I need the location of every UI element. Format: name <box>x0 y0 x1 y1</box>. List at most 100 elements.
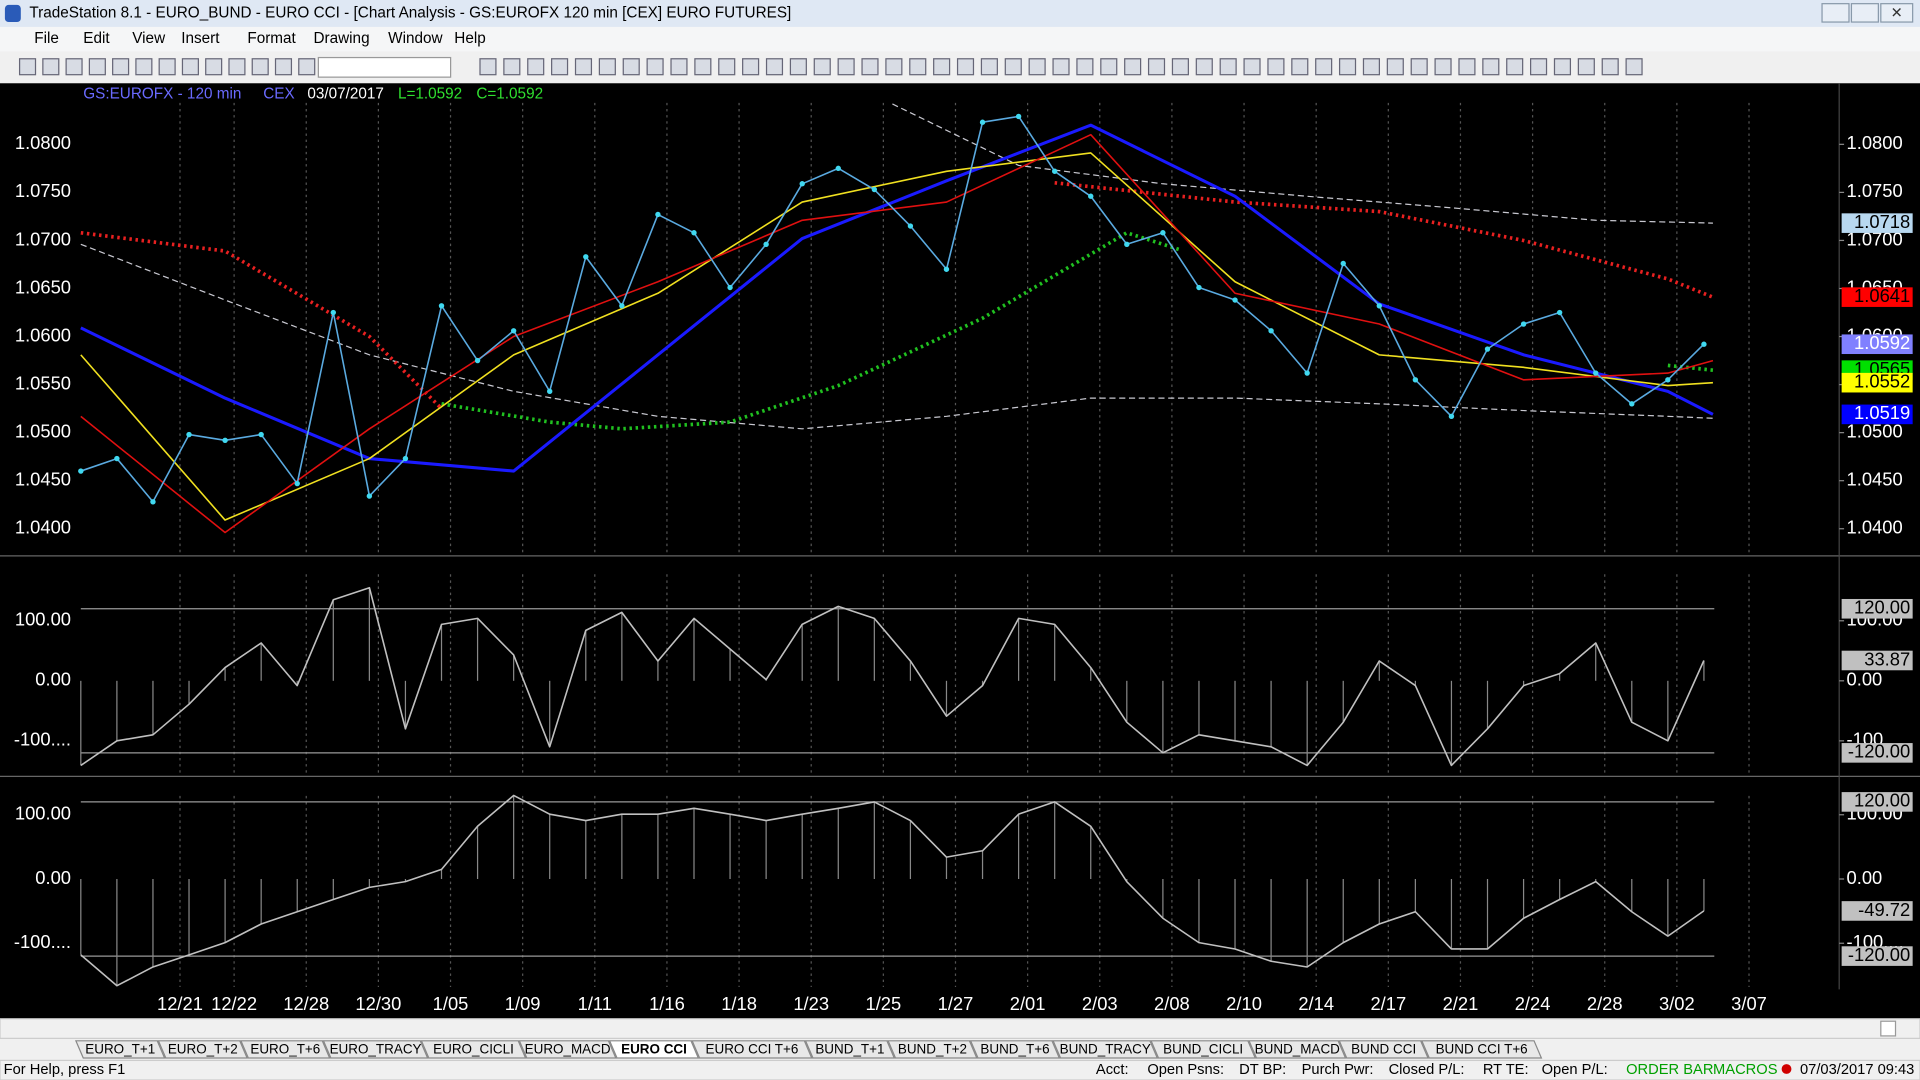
tool-icon[interactable] <box>574 58 593 76</box>
tab-label[interactable]: EURO_T+6 <box>250 1042 320 1057</box>
tool-icon[interactable] <box>1577 58 1595 76</box>
tool-icon[interactable] <box>228 58 246 76</box>
tool-icon[interactable] <box>1076 58 1094 76</box>
tab[interactable] <box>240 1040 331 1059</box>
tool-icon[interactable] <box>1601 58 1619 76</box>
tab-label[interactable]: BUND_CICLI <box>1163 1042 1243 1057</box>
tab[interactable] <box>1052 1040 1159 1059</box>
menu-item[interactable]: Edit <box>83 30 110 47</box>
tab-label[interactable]: EURO CCI T+6 <box>706 1042 799 1057</box>
tool-icon[interactable] <box>181 58 199 76</box>
menu-item[interactable]: Window <box>388 30 443 47</box>
tab-label[interactable]: BUND_T+2 <box>898 1042 967 1057</box>
tab-label[interactable]: BUND_MACD <box>1255 1042 1340 1057</box>
tool-icon[interactable] <box>1434 58 1452 76</box>
tool-icon[interactable] <box>158 58 176 76</box>
tab[interactable] <box>887 1040 978 1059</box>
tool-icon[interactable] <box>813 58 831 76</box>
tool-icon[interactable] <box>65 58 83 76</box>
tool-icon[interactable] <box>1028 58 1046 76</box>
tab[interactable] <box>74 1040 166 1059</box>
tool-icon[interactable] <box>479 58 497 76</box>
tool-icon[interactable] <box>298 58 316 76</box>
tab[interactable] <box>420 1040 527 1059</box>
tab[interactable] <box>322 1040 429 1059</box>
tool-icon[interactable] <box>1458 58 1476 76</box>
tool-icon[interactable] <box>1338 58 1357 76</box>
tool-icon[interactable] <box>1124 58 1142 76</box>
tab-label[interactable]: EURO_TRACY <box>330 1042 422 1057</box>
tool-icon[interactable] <box>1625 58 1643 76</box>
tool-icon[interactable] <box>1195 58 1213 76</box>
tool-icon[interactable] <box>1004 58 1022 76</box>
tab-label[interactable]: BUND_T+6 <box>980 1042 1049 1057</box>
tool-icon[interactable] <box>274 58 293 76</box>
menu-item[interactable]: Drawing <box>313 30 369 47</box>
menu-item[interactable]: File <box>34 30 59 47</box>
tool-icon[interactable] <box>527 58 545 76</box>
restore-button[interactable] <box>1850 3 1879 23</box>
tool-icon[interactable] <box>88 58 106 76</box>
scroll-thumb[interactable] <box>1880 1020 1897 1037</box>
tab-label[interactable]: EURO_T+1 <box>85 1042 155 1057</box>
tool-icon[interactable] <box>112 58 130 76</box>
tool-icon[interactable] <box>789 58 807 76</box>
menu-item[interactable]: Help <box>454 30 485 47</box>
tool-icon[interactable] <box>1171 58 1189 76</box>
tab[interactable] <box>157 1040 249 1059</box>
macros[interactable]: MACROS <box>1713 1062 1778 1078</box>
tab[interactable] <box>1150 1040 1257 1059</box>
minimize-button[interactable] <box>1821 3 1850 23</box>
tool-icon[interactable] <box>1100 58 1118 76</box>
tool-icon[interactable] <box>1267 58 1285 76</box>
tool-icon[interactable] <box>1482 58 1500 76</box>
tool-icon[interactable] <box>861 58 879 76</box>
tool-icon[interactable] <box>598 58 616 76</box>
tool-icon[interactable] <box>694 58 712 76</box>
tool-icon[interactable] <box>1219 58 1237 76</box>
tool-icon[interactable] <box>1506 58 1524 76</box>
tool-icon[interactable] <box>718 58 736 76</box>
tab[interactable] <box>518 1040 617 1059</box>
tab[interactable] <box>1338 1040 1429 1059</box>
tool-icon[interactable] <box>980 58 998 76</box>
tool-icon[interactable] <box>205 58 223 76</box>
tool-icon[interactable] <box>1315 58 1333 76</box>
scrollbar[interactable] <box>0 1018 1920 1039</box>
tool-icon[interactable] <box>551 58 569 76</box>
tool-icon[interactable] <box>1291 58 1309 76</box>
combo-box[interactable] <box>317 56 452 78</box>
tool-icon[interactable] <box>1243 58 1261 76</box>
tab-label[interactable]: BUND CCI <box>1351 1042 1416 1057</box>
tool-icon[interactable] <box>18 58 37 76</box>
tool-icon[interactable] <box>1553 58 1572 76</box>
tool-icon[interactable] <box>503 58 521 76</box>
menu-item[interactable]: View <box>132 30 166 47</box>
tab-label[interactable]: BUND CCI T+6 <box>1436 1042 1528 1057</box>
tool-icon[interactable] <box>251 58 269 76</box>
tool-icon[interactable] <box>956 58 975 76</box>
tab[interactable] <box>969 1040 1061 1059</box>
tab-label[interactable]: BUND_T+1 <box>815 1042 884 1057</box>
tool-icon[interactable] <box>885 58 903 76</box>
tool-icon[interactable] <box>670 58 688 76</box>
tool-icon[interactable] <box>909 58 927 76</box>
tab-label[interactable]: BUND_TRACY <box>1060 1042 1151 1057</box>
tool-icon[interactable] <box>742 58 760 76</box>
tool-icon[interactable] <box>42 58 60 76</box>
tab[interactable] <box>608 1040 700 1059</box>
tool-icon[interactable] <box>1362 58 1381 76</box>
tab[interactable] <box>804 1040 896 1059</box>
tool-icon[interactable] <box>1410 58 1428 76</box>
tool-icon[interactable] <box>765 58 784 76</box>
tool-icon[interactable] <box>1530 58 1548 76</box>
tool-icon[interactable] <box>1052 58 1070 76</box>
tab[interactable] <box>1248 1040 1347 1059</box>
order-bar[interactable]: ORDER BAR <box>1626 1062 1713 1078</box>
tool-icon[interactable] <box>933 58 951 76</box>
tool-icon[interactable] <box>1386 58 1404 76</box>
tab[interactable] <box>691 1040 813 1059</box>
tool-icon[interactable] <box>135 58 153 76</box>
tab-label[interactable]: EURO CCI <box>621 1042 687 1057</box>
menu-item[interactable]: Insert <box>181 30 220 47</box>
